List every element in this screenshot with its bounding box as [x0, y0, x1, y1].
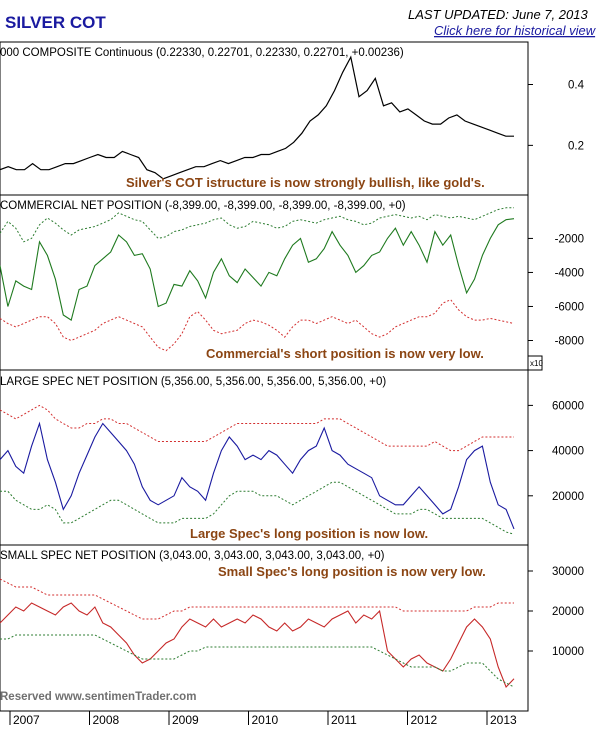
commercial-annotation: Commercial's short position is now very … — [206, 346, 484, 361]
large-spec-ytick-label: 40000 — [552, 446, 584, 458]
small-spec-net-line — [0, 602, 515, 688]
x-axis-year-label: 2007 — [13, 713, 40, 727]
price-ytick-label: 0.4 — [568, 80, 585, 92]
commercial-panel-title: COMMERCIAL NET POSITION (-8,399.00, -8,3… — [0, 200, 406, 212]
price-ytick-label: 0.2 — [568, 140, 584, 152]
unit-note: x10 — [530, 359, 543, 368]
x-axis-year-label: 2013 — [490, 713, 517, 727]
x-axis-year-label: 2008 — [93, 713, 120, 727]
commercial-ytick-label: -4000 — [555, 267, 584, 279]
x-axis-year-label: 2012 — [411, 713, 438, 727]
small-spec-lower-band — [0, 634, 515, 688]
small-spec-ytick-label: 20000 — [552, 606, 584, 618]
small-spec-ytick-label: 30000 — [552, 566, 584, 578]
large-spec-annotation: Large Spec's long position is now low. — [190, 526, 428, 541]
small-spec-panel-title: SMALL SPEC NET POSITION (3,043.00, 3,043… — [0, 550, 385, 562]
large-spec-panel — [0, 404, 515, 535]
commercial-panel — [0, 207, 515, 352]
small-spec-ytick-label: 10000 — [552, 646, 584, 658]
small-spec-panel — [0, 578, 515, 688]
large-spec-net-line — [0, 421, 515, 530]
large-spec-ytick-label: 20000 — [552, 491, 584, 503]
commercial-ytick-label: -8000 — [555, 335, 584, 347]
commercial-lower-band — [0, 299, 515, 352]
commercial-upper-band — [0, 207, 514, 243]
x-axis-year-label: 2011 — [331, 713, 357, 727]
price-annotation: Silver's COT istructure is now strongly … — [126, 175, 485, 190]
small-spec-upper-band — [0, 578, 514, 620]
x10-unit-box — [527, 355, 543, 371]
y-axes: 0.4 0.2 -2000 -4000 -6000 -8000 60000 40000 2000… — [528, 80, 585, 658]
x-axis: 2007 2008 2009 2010 2011 2012 2013 — [0, 710, 528, 727]
commercial-ytick-label: -6000 — [555, 301, 584, 313]
historical-view-link[interactable]: Click here for historical view — [434, 23, 597, 38]
commercial-ytick-label: -2000 — [555, 233, 584, 245]
price-panel — [0, 55, 514, 180]
large-spec-ytick-label: 60000 — [552, 400, 584, 412]
price-line — [0, 55, 514, 180]
commercial-panel-frame — [0, 194, 529, 371]
price-panel-title: 000 COMPOSITE Continuous (0.22330, 0.227… — [0, 47, 404, 59]
large-spec-lower-band — [0, 481, 515, 535]
x-axis-year-label: 2009 — [172, 713, 199, 727]
large-spec-upper-band — [0, 404, 514, 452]
last-updated-label: LAST UPDATED: June 7, 2013 — [408, 7, 588, 22]
copyright-text: Reserved www.sentimenTrader.com — [0, 691, 196, 703]
small-spec-annotation: Small Spec's long position is now very l… — [218, 564, 486, 579]
x-axis-year-label: 2010 — [252, 713, 279, 727]
brand-title: SILVER COT — [5, 13, 106, 32]
large-spec-panel-title: LARGE SPEC NET POSITION (5,356.00, 5,356… — [0, 376, 386, 388]
commercial-net-line — [0, 218, 515, 321]
